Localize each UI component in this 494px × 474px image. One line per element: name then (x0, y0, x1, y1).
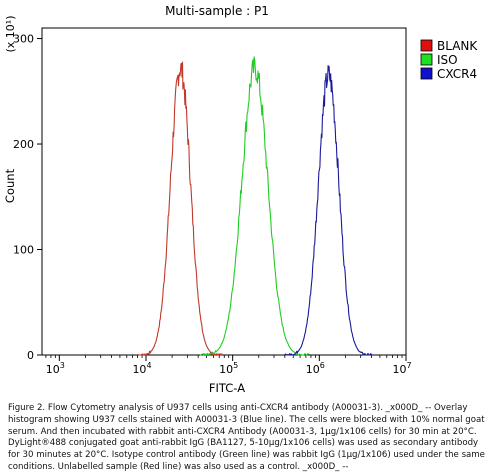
y-axis-label: Count (3, 168, 17, 203)
x-tick-label: 105 (219, 361, 238, 376)
legend-label-cxcr4: CXCR4 (437, 67, 477, 81)
ticks-layer: 0 100 200 300 103 104 105 106 107 (13, 33, 412, 376)
series-line-blank (138, 61, 223, 356)
x-tick-label: 106 (306, 361, 325, 376)
histogram-chart: Multi-sample : P1 (x 10¹) Count FITC-A 0… (3, 4, 478, 395)
figure-caption: Figure 2. Flow Cytometry analysis of U93… (8, 403, 485, 472)
y-tick-label: 0 (27, 349, 34, 362)
legend-swatch-iso (420, 53, 433, 66)
y-tick-label: 200 (13, 138, 34, 151)
legend-label-iso: ISO (437, 53, 458, 67)
x-tick-label: 103 (46, 361, 65, 376)
y-scale-label: (x 10¹) (4, 16, 17, 53)
legend-swatch-cxcr4 (420, 67, 433, 80)
series-line-cxcr4 (284, 65, 373, 356)
legend-swatch-blank (420, 39, 433, 52)
legend-label-blank: BLANK (437, 39, 478, 53)
chart-title: Multi-sample : P1 (165, 4, 269, 18)
y-tick-label: 300 (13, 33, 34, 46)
y-tick-label: 100 (13, 244, 34, 257)
x-axis-label: FITC-A (209, 381, 245, 395)
x-tick-label: 107 (392, 361, 411, 376)
series-line-iso (200, 56, 310, 356)
series-layer (138, 56, 373, 356)
x-tick-label: 104 (132, 361, 151, 376)
plot-frame (41, 27, 407, 356)
